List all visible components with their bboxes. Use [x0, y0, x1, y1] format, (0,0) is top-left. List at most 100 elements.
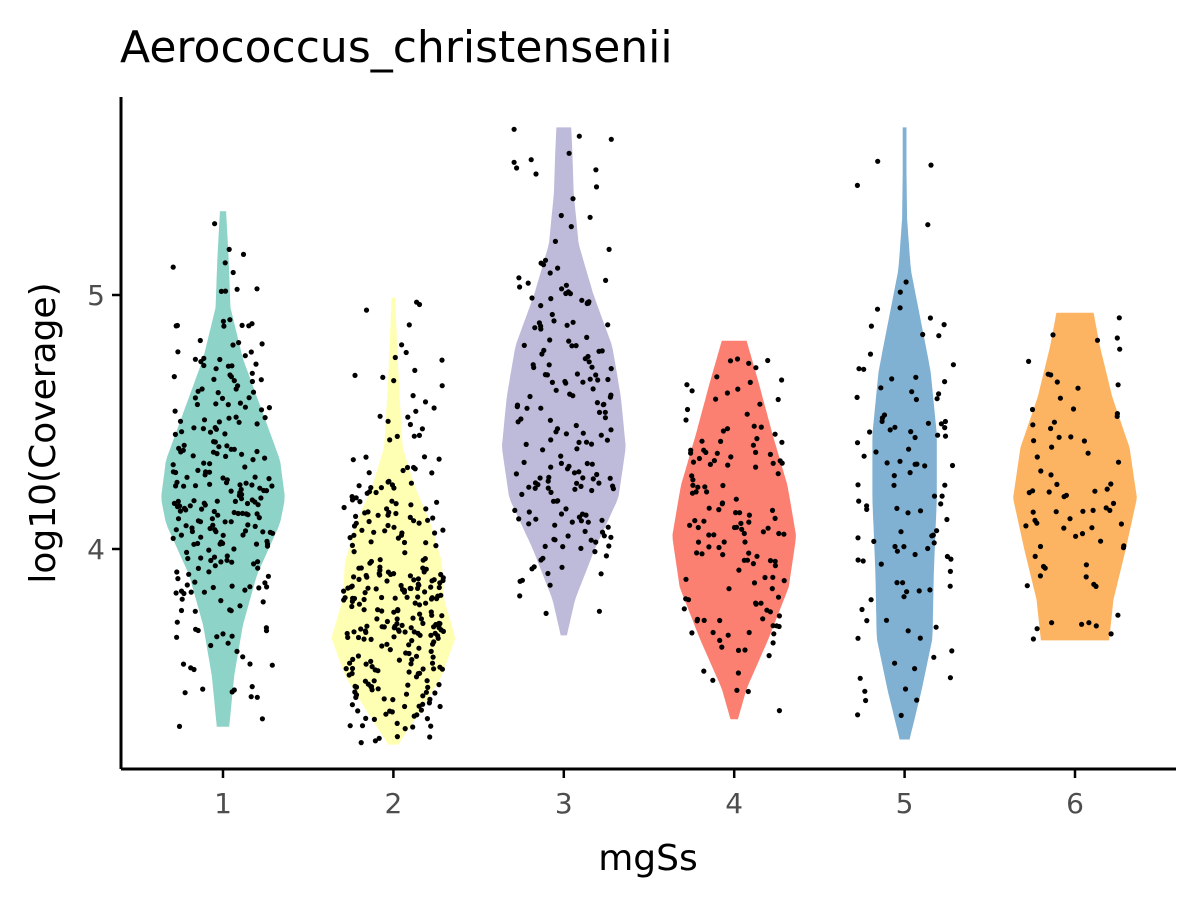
data-point-5 — [874, 306, 881, 312]
data-point-3 — [542, 372, 549, 378]
data-point-2 — [417, 611, 423, 617]
data-point-2 — [403, 349, 409, 356]
data-point-4 — [775, 396, 781, 403]
data-point-4 — [753, 365, 759, 371]
data-point-1 — [192, 395, 198, 401]
data-point-1 — [249, 321, 255, 327]
x-tick-label-6: 6 — [1066, 787, 1084, 820]
data-point-2 — [411, 433, 417, 439]
data-point-2 — [394, 734, 400, 740]
data-point-2 — [408, 661, 414, 667]
data-point-2 — [398, 582, 404, 589]
data-point-2 — [382, 528, 388, 534]
data-point-5 — [942, 379, 948, 385]
data-point-1 — [230, 269, 236, 276]
data-point-1 — [183, 523, 189, 529]
data-point-3 — [565, 289, 572, 295]
data-point-3 — [599, 348, 605, 354]
data-point-2 — [410, 393, 416, 399]
data-point-1 — [201, 500, 207, 506]
data-point-6 — [1037, 543, 1044, 550]
data-point-3 — [605, 376, 611, 383]
data-point-1 — [181, 483, 187, 489]
data-point-2 — [418, 616, 424, 622]
data-point-2 — [401, 539, 408, 546]
data-point-2 — [424, 716, 430, 722]
data-point-1 — [222, 519, 228, 525]
data-point-3 — [558, 212, 564, 219]
data-point-1 — [197, 519, 204, 525]
data-point-5 — [913, 396, 920, 403]
data-point-1 — [214, 634, 220, 640]
data-point-3 — [605, 322, 611, 328]
data-point-3 — [527, 393, 533, 400]
data-point-5 — [930, 532, 936, 538]
data-point-3 — [517, 578, 523, 584]
data-point-4 — [689, 490, 696, 496]
data-point-4 — [769, 507, 776, 513]
data-point-1 — [197, 337, 203, 344]
data-point-2 — [381, 624, 387, 630]
data-point-3 — [608, 136, 614, 142]
data-point-3 — [598, 571, 604, 577]
data-point-1 — [259, 341, 265, 347]
data-point-2 — [404, 464, 411, 471]
data-point-2 — [391, 524, 397, 530]
data-point-5 — [944, 516, 950, 523]
data-point-4 — [710, 629, 716, 636]
data-point-3 — [559, 286, 565, 292]
data-point-3 — [553, 387, 559, 393]
data-point-3 — [538, 303, 544, 309]
data-point-1 — [220, 532, 226, 538]
data-point-2 — [402, 629, 408, 635]
data-point-1 — [211, 376, 217, 382]
data-point-5 — [883, 617, 890, 623]
data-point-2 — [346, 672, 352, 678]
data-point-1 — [180, 661, 187, 667]
data-point-5 — [854, 394, 860, 400]
data-point-1 — [242, 353, 248, 359]
data-point-5 — [938, 421, 945, 427]
data-point-5 — [917, 508, 924, 514]
data-point-5 — [936, 333, 942, 339]
data-point-1 — [224, 477, 230, 483]
data-point-3 — [514, 165, 520, 171]
data-point-1 — [228, 488, 234, 494]
data-point-2 — [427, 734, 433, 740]
data-point-1 — [228, 374, 234, 380]
data-point-4 — [772, 515, 778, 522]
data-point-1 — [173, 483, 179, 489]
data-point-4 — [711, 458, 718, 464]
data-point-2 — [415, 576, 421, 582]
data-point-5 — [897, 289, 903, 295]
data-point-1 — [256, 515, 262, 521]
data-point-2 — [429, 660, 436, 666]
data-point-3 — [593, 184, 600, 190]
data-point-6 — [1030, 636, 1036, 642]
data-point-2 — [408, 585, 414, 592]
data-point-2 — [429, 612, 435, 618]
data-point-3 — [593, 372, 599, 378]
data-point-1 — [249, 684, 255, 690]
data-point-3 — [603, 277, 609, 283]
data-point-6 — [1031, 438, 1037, 444]
data-point-3 — [573, 343, 579, 349]
data-point-3 — [594, 471, 600, 478]
data-point-4 — [741, 557, 747, 563]
data-point-2 — [351, 574, 357, 580]
data-point-2 — [428, 632, 434, 638]
data-point-3 — [599, 517, 605, 523]
data-point-2 — [414, 299, 420, 305]
data-point-2 — [392, 354, 398, 361]
data-point-4 — [735, 670, 742, 676]
data-point-1 — [254, 694, 260, 700]
data-point-1 — [259, 716, 265, 722]
data-point-2 — [383, 711, 389, 717]
x-axis-title: mgSs — [598, 838, 698, 879]
data-point-1 — [236, 419, 242, 425]
data-point-6 — [1083, 574, 1089, 580]
violin-6 — [1013, 312, 1137, 641]
data-point-2 — [437, 703, 443, 710]
data-point-6 — [1073, 533, 1079, 539]
data-point-4 — [731, 524, 738, 531]
